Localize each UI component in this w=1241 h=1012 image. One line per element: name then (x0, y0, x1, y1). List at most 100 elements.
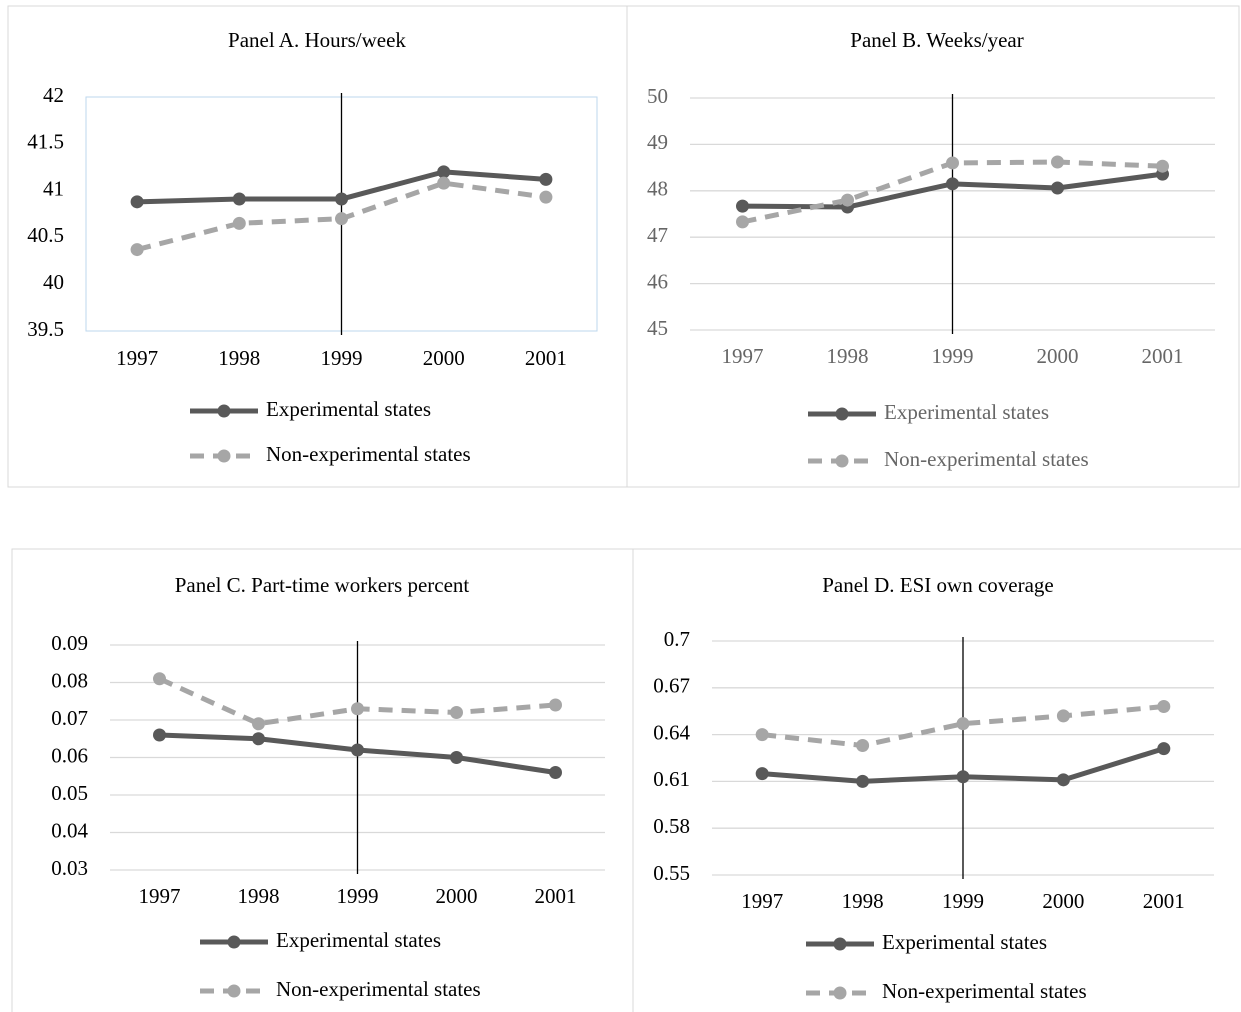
data-point (946, 156, 959, 170)
y-tick-label: 0.09 (51, 631, 88, 655)
data-point (1051, 181, 1064, 195)
x-tick-label: 1998 (218, 346, 260, 370)
y-tick-label: 0.67 (653, 674, 690, 698)
chart-title: Panel A. Hours/week (228, 28, 406, 52)
x-tick-label: 2000 (1042, 889, 1084, 913)
y-tick-label: 0.04 (51, 818, 88, 842)
data-point (351, 743, 364, 757)
data-point (130, 195, 144, 209)
x-tick-label: 1999 (932, 344, 974, 368)
y-tick-label: 0.64 (653, 720, 690, 744)
data-point (252, 732, 265, 746)
data-point (335, 212, 348, 226)
data-point (755, 728, 769, 742)
chart-title: Panel C. Part-time workers percent (175, 573, 470, 597)
y-tick-label: 0.07 (51, 706, 88, 730)
data-point (736, 215, 749, 229)
data-point (1157, 700, 1171, 714)
panel: Panel D. ESI own coverage 0.55 0.58 0.61 0.6… (653, 573, 1214, 1003)
legend-label: Experimental states (276, 928, 441, 952)
data-point (450, 706, 463, 719)
data-point (956, 770, 970, 784)
data-point (549, 766, 562, 779)
x-tick-label: 1998 (827, 344, 869, 368)
chart-title: Panel B. Weeks/year (850, 28, 1023, 52)
data-point (755, 767, 769, 781)
x-tick-label: 1999 (337, 884, 379, 908)
legend-label: Non-experimental states (276, 977, 481, 1001)
x-tick-label: 1997 (722, 344, 764, 368)
data-point (856, 739, 870, 753)
legend-marker (227, 935, 241, 949)
y-tick-label: 39.5 (27, 317, 64, 341)
data-point (549, 698, 562, 712)
panel-frame (632, 548, 1241, 1012)
y-tick-label: 0.05 (51, 781, 88, 805)
legend-marker (833, 986, 847, 1000)
y-tick-label: 42 (43, 83, 64, 107)
data-point (437, 165, 451, 179)
legend-label: Non-experimental states (266, 442, 471, 466)
x-tick-label: 2000 (1037, 344, 1079, 368)
panel: Panel C. Part-time workers percent 0.03 0.… (51, 573, 605, 1001)
data-point (437, 176, 451, 190)
x-tick-label: 1998 (842, 889, 884, 913)
y-tick-label: 49 (647, 130, 668, 154)
legend-label: Non-experimental states (884, 447, 1089, 471)
data-point (946, 177, 959, 191)
x-tick-label: 2001 (1142, 344, 1184, 368)
chart-title: Panel D. ESI own coverage (822, 573, 1054, 597)
y-tick-label: 0.06 (51, 743, 88, 767)
data-point (153, 672, 166, 686)
y-tick-label: 40.5 (27, 223, 64, 247)
legend-label: Non-experimental states (882, 979, 1087, 1003)
data-point (841, 193, 854, 207)
data-point (856, 774, 870, 788)
y-tick-label: 47 (647, 223, 668, 247)
panel-frame (626, 5, 1240, 488)
y-tick-label: 0.61 (653, 767, 690, 791)
y-tick-label: 46 (647, 269, 668, 293)
legend-marker (835, 407, 849, 421)
y-tick-label: 0.55 (653, 861, 690, 885)
data-point (1051, 155, 1064, 169)
data-point (956, 717, 970, 731)
y-tick-label: 0.03 (51, 856, 88, 880)
legend-marker (217, 449, 231, 463)
x-tick-label: 1999 (942, 889, 984, 913)
panel: Panel B. Weeks/year 45 46 47 48 49 50 1997 1998 1… (647, 28, 1215, 471)
data-point (1056, 773, 1070, 787)
y-tick-label: 50 (647, 84, 668, 108)
data-point (539, 190, 553, 204)
data-point (232, 192, 246, 206)
data-point (1156, 159, 1169, 173)
y-tick-label: 0.58 (653, 814, 690, 838)
y-tick-label: 40 (43, 270, 64, 294)
x-tick-label: 1997 (139, 884, 181, 908)
panel: Panel A. Hours/week 39.5 40 40.5 41 41.5 42 199… (27, 28, 598, 466)
legend-marker (217, 404, 231, 418)
legend-label: Experimental states (884, 400, 1049, 424)
data-point (130, 243, 144, 257)
legend-marker (227, 984, 241, 998)
x-tick-label: 1999 (321, 346, 363, 370)
data-point (539, 172, 553, 186)
data-point (450, 751, 463, 764)
data-point (1157, 742, 1171, 756)
x-tick-label: 1998 (238, 884, 280, 908)
legend-marker (835, 454, 849, 468)
x-tick-label: 2000 (423, 346, 465, 370)
x-tick-label: 2001 (1143, 889, 1185, 913)
x-tick-label: 1997 (741, 889, 783, 913)
data-point (1056, 709, 1070, 723)
legend-marker (833, 937, 847, 951)
y-tick-label: 41.5 (27, 130, 64, 154)
data-point (335, 192, 348, 206)
y-tick-label: 0.08 (51, 668, 88, 692)
data-point (351, 702, 364, 716)
legend-label: Experimental states (882, 930, 1047, 954)
data-point (153, 728, 166, 742)
data-point (232, 216, 246, 230)
x-tick-label: 2000 (436, 884, 478, 908)
